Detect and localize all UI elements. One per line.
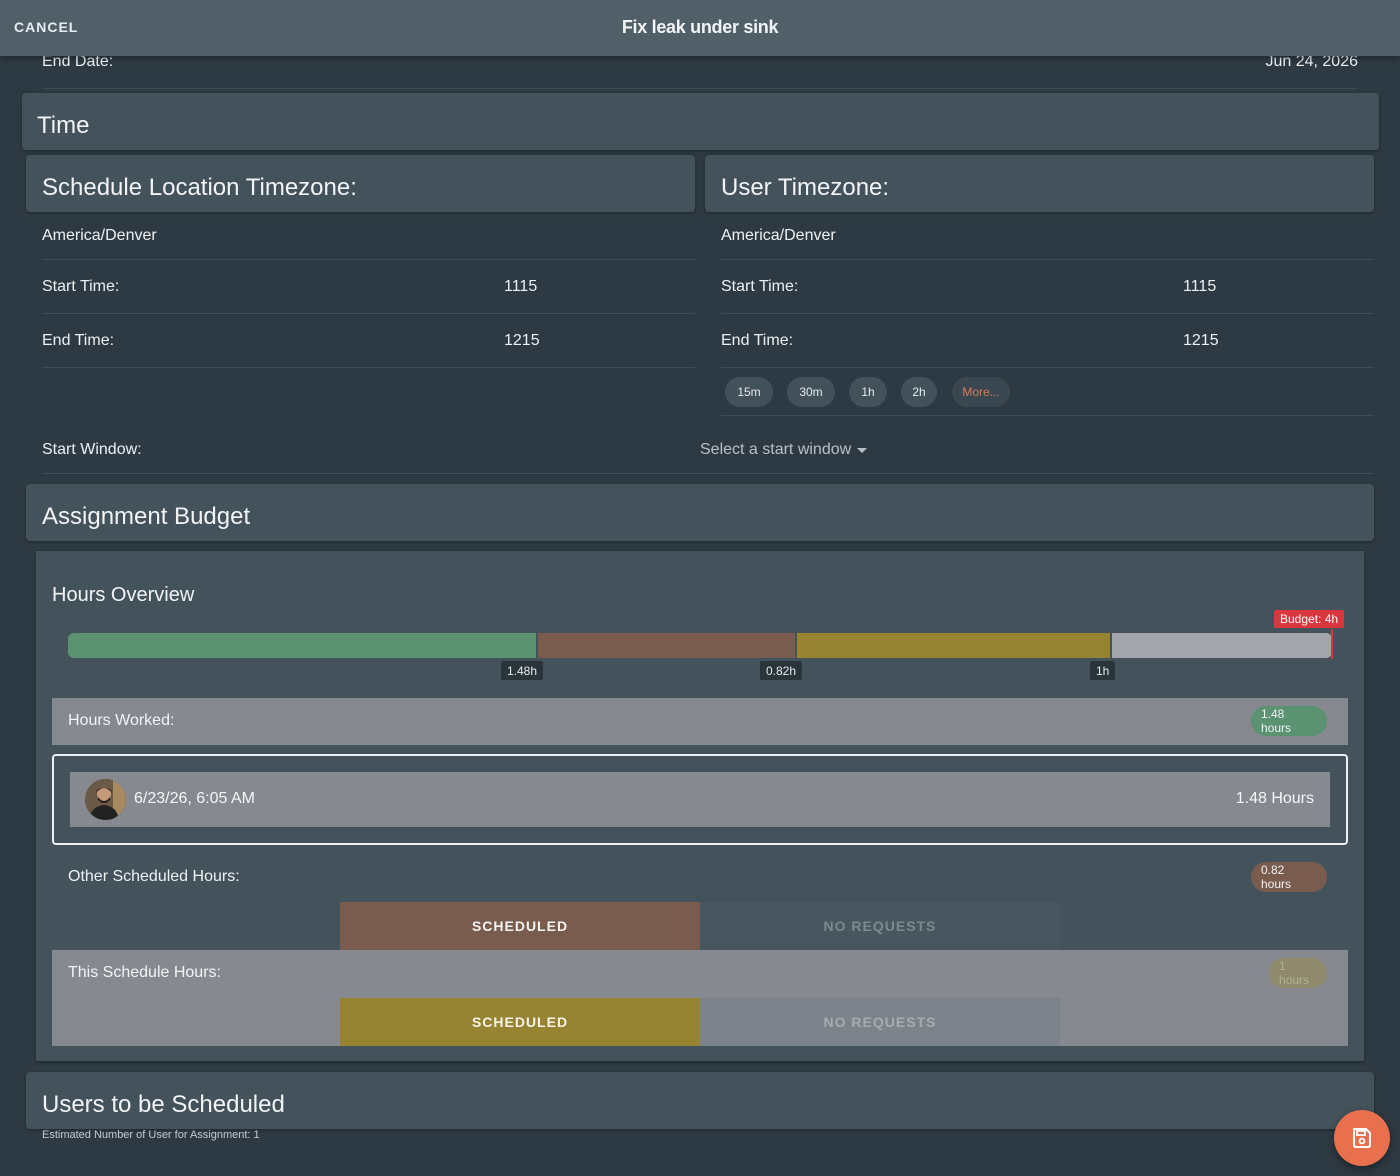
start-window-placeholder: Select a start window [700, 441, 852, 458]
save-button[interactable] [1334, 1110, 1390, 1166]
estimated-users-text: Estimated Number of User for Assignment:… [42, 1129, 260, 1141]
hours-overview-title: Hours Overview [52, 584, 195, 606]
other-scheduled-label: Other Scheduled Hours: [68, 868, 240, 885]
divider [721, 313, 1374, 314]
start-window-label: Start Window: [42, 441, 142, 458]
divider [42, 367, 695, 368]
duration-chip-2h[interactable]: 2h [901, 377, 937, 407]
divider [42, 259, 695, 260]
schedule-start-time-label: Start Time: [42, 278, 120, 295]
hours-bar-this-schedule [797, 633, 1110, 658]
duration-chip-30m[interactable]: 30m [787, 377, 835, 407]
time-section-title: Time [37, 112, 90, 139]
hours-worked-entry-card[interactable] [52, 754, 1348, 845]
bar-label-other-scheduled: 0.82h [760, 661, 803, 680]
bar-label-worked: 1.48h [501, 661, 544, 680]
bar-label-this-schedule: 1h [1090, 661, 1116, 680]
top-app-bar: CANCEL Fix leak under sink [0, 0, 1400, 56]
users-to-be-scheduled-title: Users to be Scheduled [42, 1091, 285, 1118]
divider [721, 259, 1374, 260]
divider [721, 415, 1374, 416]
other-scheduled-status-scheduled[interactable]: SCHEDULED [340, 902, 700, 950]
schedule-location-title: Schedule Location Timezone: [42, 174, 357, 201]
other-scheduled-status-no-requests[interactable]: NO REQUESTS [700, 902, 1060, 950]
schedule-end-time-value[interactable]: 1215 [504, 332, 540, 349]
end-date-label: End Date: [42, 53, 114, 70]
hours-worked-label: Hours Worked: [68, 712, 175, 729]
page-title: Fix leak under sink [621, 17, 779, 37]
divider [42, 313, 695, 314]
avatar [85, 779, 126, 820]
hours-bar-remaining [1112, 633, 1332, 658]
end-date-value: Jun 24, 2026 [1265, 53, 1358, 70]
divider [721, 367, 1374, 368]
hours-worked-entry-hours: 1.48 Hours [1235, 790, 1314, 807]
hours-bar-worked [68, 633, 536, 658]
duration-chip-15m[interactable]: 15m [725, 377, 773, 407]
this-schedule-pill: 1 hours [1269, 958, 1327, 988]
hours-worked-pill: 1.48 hours [1251, 706, 1327, 736]
cancel-button[interactable]: CANCEL [14, 19, 79, 35]
save-icon [1353, 1128, 1371, 1148]
duration-chip-1h[interactable]: 1h [849, 377, 887, 407]
time-section-header: Time [22, 93, 1379, 150]
user-start-time-value[interactable]: 1115 [1183, 278, 1217, 295]
hours-worked-entry[interactable] [70, 772, 1330, 827]
hours-worked-row [52, 698, 1348, 745]
divider [42, 473, 1374, 474]
schedule-end-time-label: End Time: [42, 332, 115, 349]
schedule-location-timezone: America/Denver [42, 227, 157, 244]
assignment-budget-title: Assignment Budget [42, 503, 251, 530]
divider [42, 88, 1358, 89]
user-end-time-value[interactable]: 1215 [1183, 332, 1219, 349]
user-timezone-title: User Timezone: [721, 174, 890, 201]
user-timezone: America/Denver [721, 227, 836, 244]
users-to-be-scheduled-header: Users to be Scheduled [26, 1072, 1374, 1129]
assignment-budget-header: Assignment Budget [26, 484, 1374, 541]
start-window-select[interactable]: Select a start window [700, 441, 868, 459]
user-start-time-label: Start Time: [721, 278, 799, 295]
other-scheduled-pill: 0.82 hours [1251, 862, 1327, 892]
hours-worked-entry-time: 6/23/26, 6:05 AM [134, 790, 255, 807]
user-end-time-label: End Time: [721, 332, 794, 349]
this-schedule-status-no-requests[interactable]: NO REQUESTS [700, 998, 1060, 1046]
schedule-location-header: Schedule Location Timezone: [26, 155, 695, 212]
budget-limit-marker [1331, 629, 1333, 659]
budget-badge: Budget: 4h [1274, 610, 1345, 628]
this-schedule-status-scheduled[interactable]: SCHEDULED [340, 998, 700, 1046]
schedule-start-time-value[interactable]: 1115 [504, 278, 538, 295]
duration-chip-more[interactable]: More... [952, 377, 1010, 407]
chevron-down-icon [857, 447, 868, 453]
hours-bar-other-scheduled [538, 633, 795, 658]
user-timezone-header: User Timezone: [705, 155, 1374, 212]
this-schedule-label: This Schedule Hours: [68, 964, 221, 981]
